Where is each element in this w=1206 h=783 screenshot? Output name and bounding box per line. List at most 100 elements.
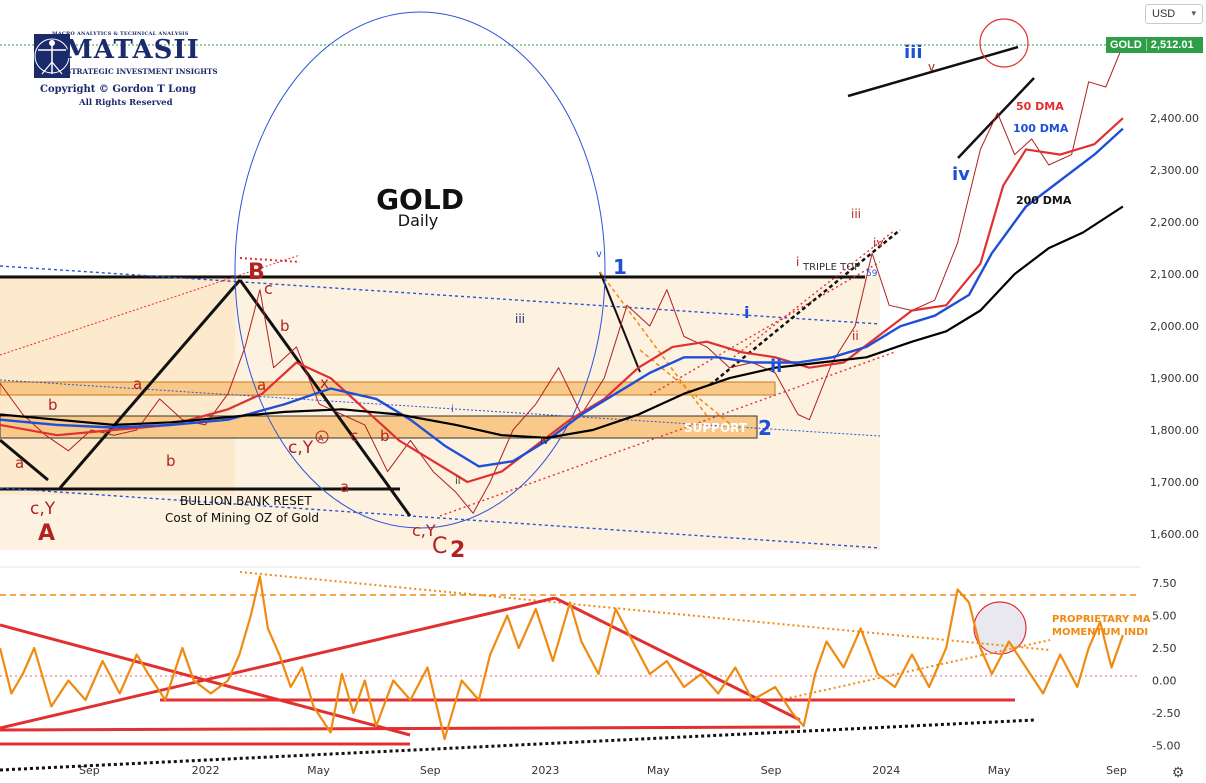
- wave-a1-label: a: [15, 454, 24, 472]
- momentum-dotted-support: [779, 639, 1051, 701]
- momentum-y-tick-label: 2.50: [1152, 642, 1177, 655]
- currency-value: USD: [1152, 8, 1176, 20]
- background-layer: [0, 44, 1140, 568]
- wave-1-down-leg: [599, 271, 641, 373]
- momentum-black-dotted-floor: [0, 718, 1036, 772]
- wave-iii-small-label: iii: [515, 312, 525, 326]
- brand-tagline: MACRO ANALYTICS & TECHNICAL ANALYSIS: [52, 31, 189, 37]
- x-tick-label: May: [307, 764, 330, 777]
- y-tick-label: 2,000.00: [1150, 320, 1199, 333]
- wave-a-leg: [0, 438, 49, 482]
- matasii-logo: [20, 28, 220, 114]
- gear-icon[interactable]: ⚙: [1171, 764, 1185, 780]
- x-tick-label: May: [988, 764, 1011, 777]
- momentum-red-up-line: [0, 596, 556, 730]
- momentum-red-floor: [0, 725, 801, 732]
- momentum-y-tick-label: -5.00: [1152, 740, 1180, 753]
- fib-label: 59: [866, 269, 878, 279]
- wave-ii-small-label: ii: [455, 476, 461, 487]
- wave-a2-label: a: [133, 375, 142, 393]
- wave-b2-label: b: [166, 452, 176, 470]
- red-mid-trendline: [729, 229, 896, 361]
- top-highlight-circle: [979, 18, 1029, 68]
- y-tick-label: 1,900.00: [1150, 372, 1199, 385]
- wave-i-blue-label: i: [744, 303, 749, 322]
- wave-ii-blue-label: ii: [770, 356, 782, 377]
- wave-iv-blue-label: iv: [952, 164, 970, 185]
- currency-select[interactable]: USD ▾: [1145, 4, 1203, 24]
- wave-a-circle-label: A: [318, 434, 324, 443]
- wave-b-label: B: [248, 260, 265, 285]
- wave-iii-blue-label: iii: [904, 42, 923, 63]
- lower-wedge-line: [957, 77, 1035, 159]
- vitruvian-logo-icon: [34, 34, 70, 78]
- wave-iv-red-label: iv: [873, 236, 883, 250]
- trendline-layer: [0, 11, 1140, 772]
- black-dashed-trendline: [709, 229, 901, 386]
- copyright-text: Copyright © Gordon T Long: [40, 84, 197, 95]
- x-tick-label: Sep: [761, 764, 782, 777]
- x-tick-label: 2024: [872, 764, 900, 777]
- wave-c-label: C: [432, 534, 447, 559]
- mining-cost-label: Cost of Mining OZ of Gold: [165, 511, 319, 525]
- wave-2-blue-label: 2: [758, 416, 772, 440]
- brand-subtitle: STRATEGIC INVESTMENT INSIGHTS: [66, 67, 218, 76]
- wave-c2-label: c: [350, 427, 358, 445]
- y-tick-label: 1,800.00: [1150, 424, 1199, 437]
- momentum-title-line2: MOMENTUM INDI: [1052, 627, 1148, 638]
- chevron-down-icon: ▾: [1191, 8, 1196, 18]
- wave-2-red-label: 2: [450, 538, 465, 563]
- y-tick-label: 2,400.00: [1150, 112, 1199, 125]
- x-tick-label: Sep: [79, 764, 100, 777]
- y-tick-label: 1,700.00: [1150, 476, 1199, 489]
- momentum-y-tick-label: -2.50: [1152, 707, 1180, 720]
- wave-x-label: x: [320, 374, 329, 392]
- wave-i-red-label: i: [796, 255, 799, 269]
- series-50-dma-line: [0, 117, 1124, 484]
- y-tick-label: 2,300.00: [1150, 164, 1199, 177]
- legend-100-dma: 100 DMA: [1013, 122, 1069, 135]
- upper-wedge-line: [847, 45, 1019, 98]
- mid-channel-line: [0, 379, 881, 437]
- legend-50-dma: 50 DMA: [1016, 100, 1064, 113]
- wave-cy-mid-label: c,Y: [288, 438, 314, 458]
- resistance-band: [0, 381, 776, 396]
- red-upper-trendline: [649, 261, 881, 396]
- price-tag-symbol: GOLD: [1110, 39, 1147, 51]
- wave-b-right-leg: [238, 279, 412, 517]
- wave-a-circle-marker: [315, 430, 329, 444]
- wave-ii-red-label: ii: [852, 329, 859, 343]
- red-dotted-line-short: [239, 257, 301, 263]
- wave-a3-label: a: [257, 376, 266, 394]
- y-tick-label: 2,200.00: [1150, 216, 1199, 229]
- momentum-highlight-circle: [973, 601, 1027, 655]
- last-price-tag: GOLD 2,512.01: [1106, 37, 1203, 53]
- wave-b1-label: b: [48, 396, 58, 414]
- wave-b4-label: b: [380, 427, 390, 445]
- price-tag-value: 2,512.01: [1150, 39, 1194, 51]
- wave-cy-left-label: c,Y: [30, 499, 56, 519]
- x-tick-label: 2022: [192, 764, 220, 777]
- momentum-line: [0, 575, 1124, 741]
- y-tick-label: 2,100.00: [1150, 268, 1199, 281]
- wave-a4-label: a: [340, 478, 349, 496]
- projection-ellipse: [234, 11, 606, 529]
- wave-i-small-label: i: [451, 404, 454, 415]
- red-dotted-line: [0, 254, 301, 356]
- orange-channel-upper: [599, 271, 711, 421]
- y-tick-label: 1,600.00: [1150, 528, 1199, 541]
- momentum-y-tick-label: 0.00: [1152, 675, 1177, 688]
- brand-name: MATASII: [64, 35, 200, 65]
- x-tick-label: Sep: [1106, 764, 1127, 777]
- series-200-dma-line: [0, 205, 1124, 439]
- axis-layer: 2,400.00 2,300.00 2,200.00 2,100.00 2,000.00…: [79, 112, 1199, 777]
- rights-text: All Rights Reserved: [79, 98, 173, 108]
- bullion-reset-label: BULLION BANK RESET: [180, 494, 312, 508]
- series-100-dma-line: [0, 127, 1124, 468]
- momentum-y-tick-label: 7.50: [1152, 577, 1177, 590]
- momentum-y-tick-label: 5.00: [1152, 610, 1177, 623]
- wave-iv-small-label: iv: [540, 436, 549, 447]
- x-tick-label: Sep: [420, 764, 441, 777]
